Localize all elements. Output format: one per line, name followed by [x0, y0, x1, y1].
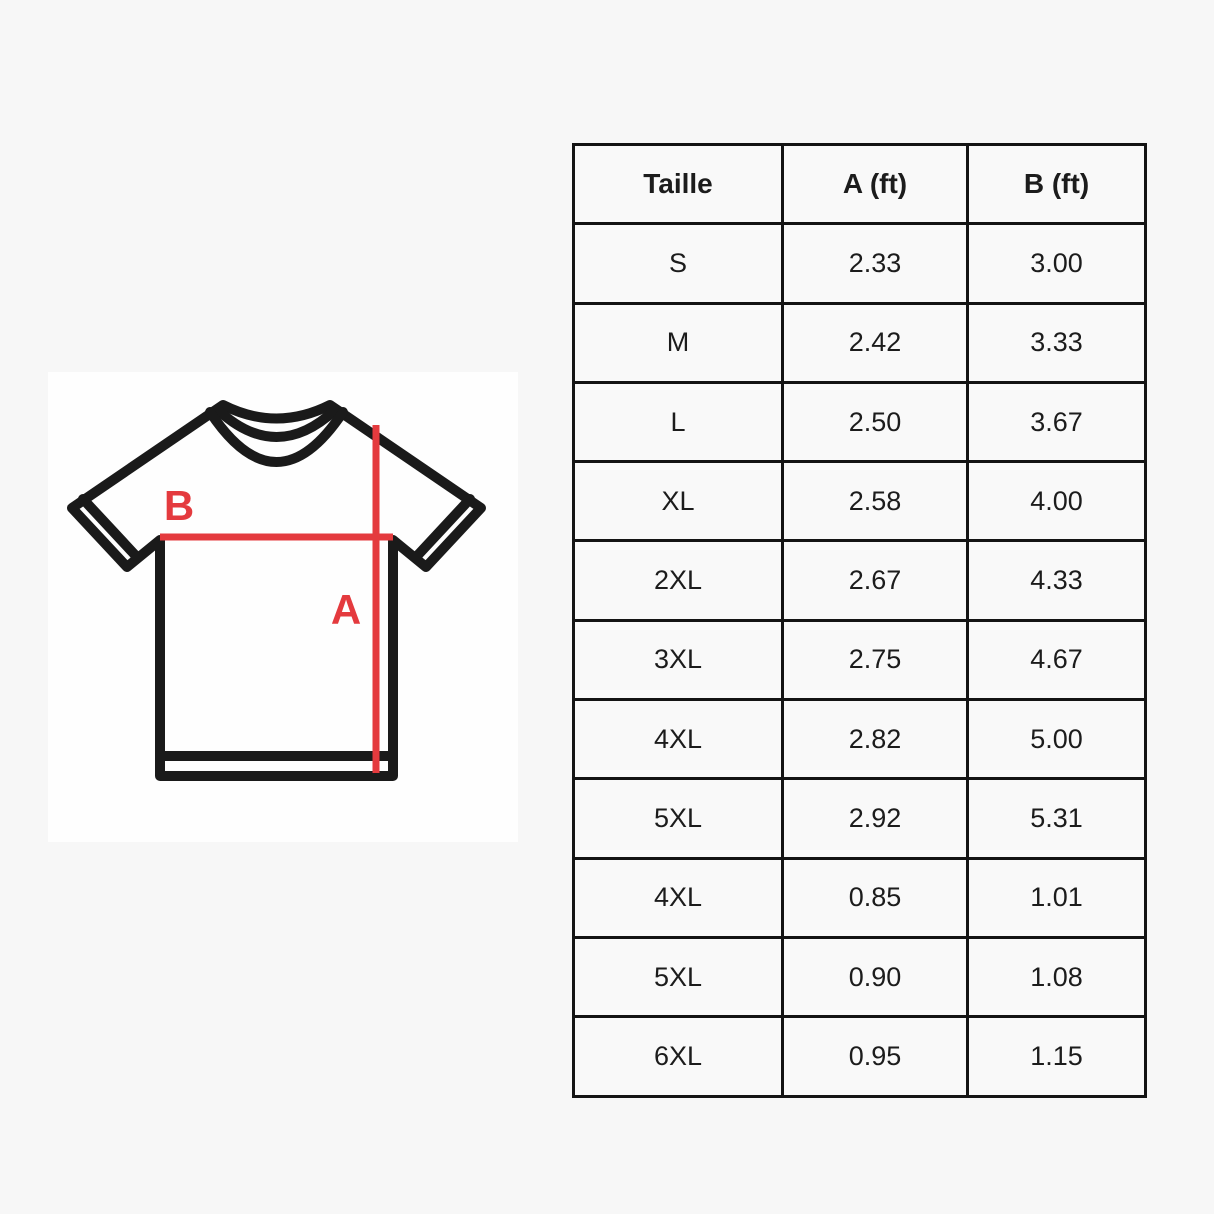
cell-size: 3XL [575, 621, 781, 699]
cell-size: 4XL [575, 701, 781, 778]
header-a-ft: A (ft) [784, 146, 966, 223]
cell-size: M [575, 304, 781, 381]
cell-b: 3.33 [969, 304, 1144, 381]
cell-size: 4XL [575, 859, 781, 936]
cell-b: 5.00 [969, 701, 1144, 778]
measure-label-a: A [331, 586, 361, 633]
cell-a: 2.82 [784, 701, 966, 778]
cell-a: 2.58 [784, 463, 966, 540]
tshirt-outline [67, 400, 486, 781]
cell-a: 2.92 [784, 780, 966, 857]
cell-b: 1.15 [969, 1018, 1144, 1095]
tshirt-measurement-diagram: B A [67, 400, 486, 781]
cell-b: 1.08 [969, 938, 1144, 1016]
cell-size: S [575, 225, 781, 302]
cell-a: 2.50 [784, 383, 966, 461]
cell-b: 3.00 [969, 225, 1144, 302]
cell-a: 0.95 [784, 1018, 966, 1095]
tshirt-diagram-panel: B A [48, 372, 518, 842]
cell-b: 4.33 [969, 542, 1144, 619]
tshirt-right-cuff-line [412, 494, 475, 561]
cell-size: 5XL [575, 780, 781, 857]
cell-size: L [575, 383, 781, 461]
header-b-ft: B (ft) [969, 146, 1144, 223]
cell-size: 6XL [575, 1018, 781, 1095]
cell-b: 5.31 [969, 780, 1144, 857]
cell-b: 3.67 [969, 383, 1144, 461]
tshirt-left-cuff-line [78, 494, 141, 561]
header-taille: Taille [575, 146, 781, 223]
cell-a: 2.42 [784, 304, 966, 381]
cell-a: 0.85 [784, 859, 966, 936]
cell-a: 2.67 [784, 542, 966, 619]
measure-label-b: B [164, 482, 194, 529]
cell-size: 5XL [575, 938, 781, 1016]
cell-b: 1.01 [969, 859, 1144, 936]
cell-size: XL [575, 463, 781, 540]
cell-b: 4.00 [969, 463, 1144, 540]
cell-a: 0.90 [784, 938, 966, 1016]
cell-a: 2.75 [784, 621, 966, 699]
cell-size: 2XL [575, 542, 781, 619]
size-table: Taille A (ft) B (ft) S 2.33 3.00 M 2.42 … [572, 143, 1147, 1098]
tshirt-collar-inner-arc [213, 405, 340, 442]
cell-a: 2.33 [784, 225, 966, 302]
cell-b: 4.67 [969, 621, 1144, 699]
tshirt-collar-outer-arc [205, 407, 348, 467]
